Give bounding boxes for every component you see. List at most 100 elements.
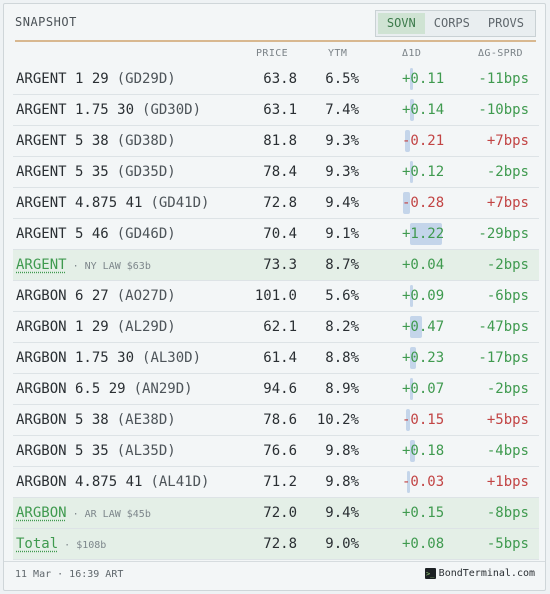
d1d-bar bbox=[406, 409, 410, 431]
table-row[interactable]: ARGENT 1.75 30 (GD30D) 63.1 7.4% +0.14 -10bps bbox=[13, 95, 539, 126]
group-meta: · NY LAW $63b bbox=[72, 261, 151, 272]
d1d-bar bbox=[404, 130, 410, 152]
gsprd-value: +7bps bbox=[486, 133, 529, 149]
group-summary-row[interactable]: Total · $108b 72.8 9.0% +0.08 -5bps bbox=[13, 529, 539, 560]
table-row[interactable]: ARGBON 6 27 (AO27D) 101.0 5.6% +0.09 -6bps bbox=[13, 281, 539, 312]
table-row[interactable]: ARGENT 4.875 41 (GD41D) 72.8 9.4% -0.28 +7bps bbox=[13, 188, 539, 219]
ytm-value: 10.2% bbox=[316, 412, 359, 428]
gsprd-value: -47bps bbox=[478, 319, 529, 335]
row-name: ARGBON 5 35 (AL35D) bbox=[16, 436, 176, 467]
group-meta: · AR LAW $45b bbox=[72, 509, 151, 520]
bond-ticker: ARGBON 6 27 bbox=[16, 288, 109, 304]
bond-code: (AL35D) bbox=[116, 443, 176, 459]
d1d-cell: +0.04 bbox=[402, 250, 460, 281]
price-value: 101.0 bbox=[254, 288, 297, 304]
table-row[interactable]: ARGBON 5 38 (AE38D) 78.6 10.2% -0.15 +5bps bbox=[13, 405, 539, 436]
brand-link[interactable]: >_ BondTerminal.com bbox=[424, 568, 535, 579]
panel-title: SNAPSHOT bbox=[15, 15, 77, 29]
table-row[interactable]: ARGENT 5 35 (GD35D) 78.4 9.3% +0.12 -2bps bbox=[13, 157, 539, 188]
price-value: 70.4 bbox=[263, 226, 297, 242]
table-row[interactable]: ARGBON 4.875 41 (AL41D) 71.2 9.8% -0.03 +1bps bbox=[13, 467, 539, 498]
group-link[interactable]: Total bbox=[16, 536, 59, 552]
d1d-value: +0.12 bbox=[402, 164, 445, 180]
bond-ticker: ARGBON 5 35 bbox=[16, 443, 109, 459]
gsprd-value: -2bps bbox=[486, 257, 529, 273]
d1d-value: +0.15 bbox=[402, 505, 445, 521]
header-rule bbox=[15, 40, 536, 42]
bond-ticker: ARGENT 1 29 bbox=[16, 71, 109, 87]
table-row[interactable]: ARGENT 1 29 (GD29D) 63.8 6.5% +0.11 -11bps bbox=[13, 64, 539, 95]
price-value: 94.6 bbox=[263, 381, 297, 397]
gsprd-value: -29bps bbox=[478, 226, 529, 242]
d1d-cell: -0.03 bbox=[402, 467, 460, 498]
gsprd-value: -4bps bbox=[486, 443, 529, 459]
table-row[interactable]: ARGENT 5 38 (GD38D) 81.8 9.3% -0.21 +7bps bbox=[13, 126, 539, 157]
ytm-value: 9.1% bbox=[325, 226, 359, 242]
table-row[interactable]: ARGBON 6.5 29 (AN29D) 94.6 8.9% +0.07 -2bps bbox=[13, 374, 539, 405]
col-ytm-header[interactable]: YTM bbox=[328, 48, 348, 59]
tab-corps[interactable]: CORPS bbox=[433, 16, 470, 30]
ytm-value: 5.6% bbox=[325, 288, 359, 304]
gsprd-value: -2bps bbox=[486, 381, 529, 397]
d1d-bar bbox=[410, 68, 413, 90]
row-name: ARGENT 5 35 (GD35D) bbox=[16, 157, 176, 188]
d1d-cell: +0.18 bbox=[402, 436, 460, 467]
d1d-bar bbox=[410, 223, 442, 245]
col-price-header[interactable]: PRICE bbox=[256, 48, 289, 59]
d1d-bar bbox=[407, 471, 410, 493]
row-name: ARGBON 1 29 (AL29D) bbox=[16, 312, 176, 343]
d1d-cell: +0.08 bbox=[402, 529, 460, 560]
tab-sovn[interactable]: SOVN bbox=[377, 13, 425, 34]
col-gsprd-header[interactable]: ΔG-SPRD bbox=[478, 48, 523, 59]
row-name: ARGBON 1.75 30 (AL30D) bbox=[16, 343, 201, 374]
ytm-value: 8.9% bbox=[325, 381, 359, 397]
d1d-value: +1.22 bbox=[402, 226, 445, 242]
d1d-cell: +0.11 bbox=[402, 64, 460, 95]
table-row[interactable]: ARGBON 1.75 30 (AL30D) 61.4 8.8% +0.23 -17bps bbox=[13, 343, 539, 374]
bond-table: ARGENT 1 29 (GD29D) 63.8 6.5% +0.11 -11bps ARG… bbox=[13, 64, 539, 560]
bond-code: (AE38D) bbox=[116, 412, 176, 428]
col-d1d-header[interactable]: Δ1D bbox=[402, 48, 422, 59]
d1d-value: +0.23 bbox=[402, 350, 445, 366]
bond-code: (GD29D) bbox=[116, 71, 176, 87]
group-summary-row[interactable]: ARGENT · NY LAW $63b 73.3 8.7% +0.04 -2bps bbox=[13, 250, 539, 281]
group-summary-row[interactable]: ARGBON · AR LAW $45b 72.0 9.4% +0.15 -8bps bbox=[13, 498, 539, 529]
gsprd-value: +1bps bbox=[486, 474, 529, 490]
group-link[interactable]: ARGBON bbox=[16, 505, 67, 521]
table-row[interactable]: ARGENT 5 46 (GD46D) 70.4 9.1% +1.22 -29bps bbox=[13, 219, 539, 250]
price-value: 76.6 bbox=[263, 443, 297, 459]
row-name: ARGENT 4.875 41 (GD41D) bbox=[16, 188, 209, 219]
d1d-cell: +0.09 bbox=[402, 281, 460, 312]
row-name: ARGBON 6.5 29 (AN29D) bbox=[16, 374, 193, 405]
price-value: 62.1 bbox=[263, 319, 297, 335]
bond-ticker: ARGBON 6.5 29 bbox=[16, 381, 126, 397]
d1d-value: +0.08 bbox=[402, 536, 445, 552]
ytm-value: 6.5% bbox=[325, 71, 359, 87]
d1d-bar bbox=[410, 440, 415, 462]
price-value: 71.2 bbox=[263, 474, 297, 490]
price-value: 73.3 bbox=[263, 257, 297, 273]
ytm-value: 9.3% bbox=[325, 133, 359, 149]
gsprd-value: -8bps bbox=[486, 505, 529, 521]
bond-code: (GD41D) bbox=[150, 195, 210, 211]
d1d-value: +0.14 bbox=[402, 102, 445, 118]
ytm-value: 9.0% bbox=[325, 536, 359, 552]
d1d-cell: +0.07 bbox=[402, 374, 460, 405]
gsprd-value: -2bps bbox=[486, 164, 529, 180]
price-value: 72.8 bbox=[263, 195, 297, 211]
ytm-value: 9.3% bbox=[325, 164, 359, 180]
terminal-icon: >_ bbox=[424, 568, 436, 579]
table-row[interactable]: ARGBON 5 35 (AL35D) 76.6 9.8% +0.18 -4bps bbox=[13, 436, 539, 467]
group-link[interactable]: ARGENT bbox=[16, 257, 67, 273]
bond-ticker: ARGENT 1.75 30 bbox=[16, 102, 135, 118]
d1d-value: +0.04 bbox=[402, 257, 445, 273]
d1d-cell: -0.21 bbox=[402, 126, 460, 157]
bond-ticker: ARGBON 4.875 41 bbox=[16, 474, 143, 490]
price-value: 63.8 bbox=[263, 71, 297, 87]
tab-provs[interactable]: PROVS bbox=[487, 16, 524, 30]
d1d-value: +0.07 bbox=[402, 381, 445, 397]
bond-ticker: ARGENT 5 46 bbox=[16, 226, 109, 242]
bond-ticker: ARGBON 5 38 bbox=[16, 412, 109, 428]
table-row[interactable]: ARGBON 1 29 (AL29D) 62.1 8.2% +0.47 -47bps bbox=[13, 312, 539, 343]
snapshot-panel: SNAPSHOT SOVN CORPS PROVS PRICE YTM Δ1D … bbox=[3, 3, 546, 591]
